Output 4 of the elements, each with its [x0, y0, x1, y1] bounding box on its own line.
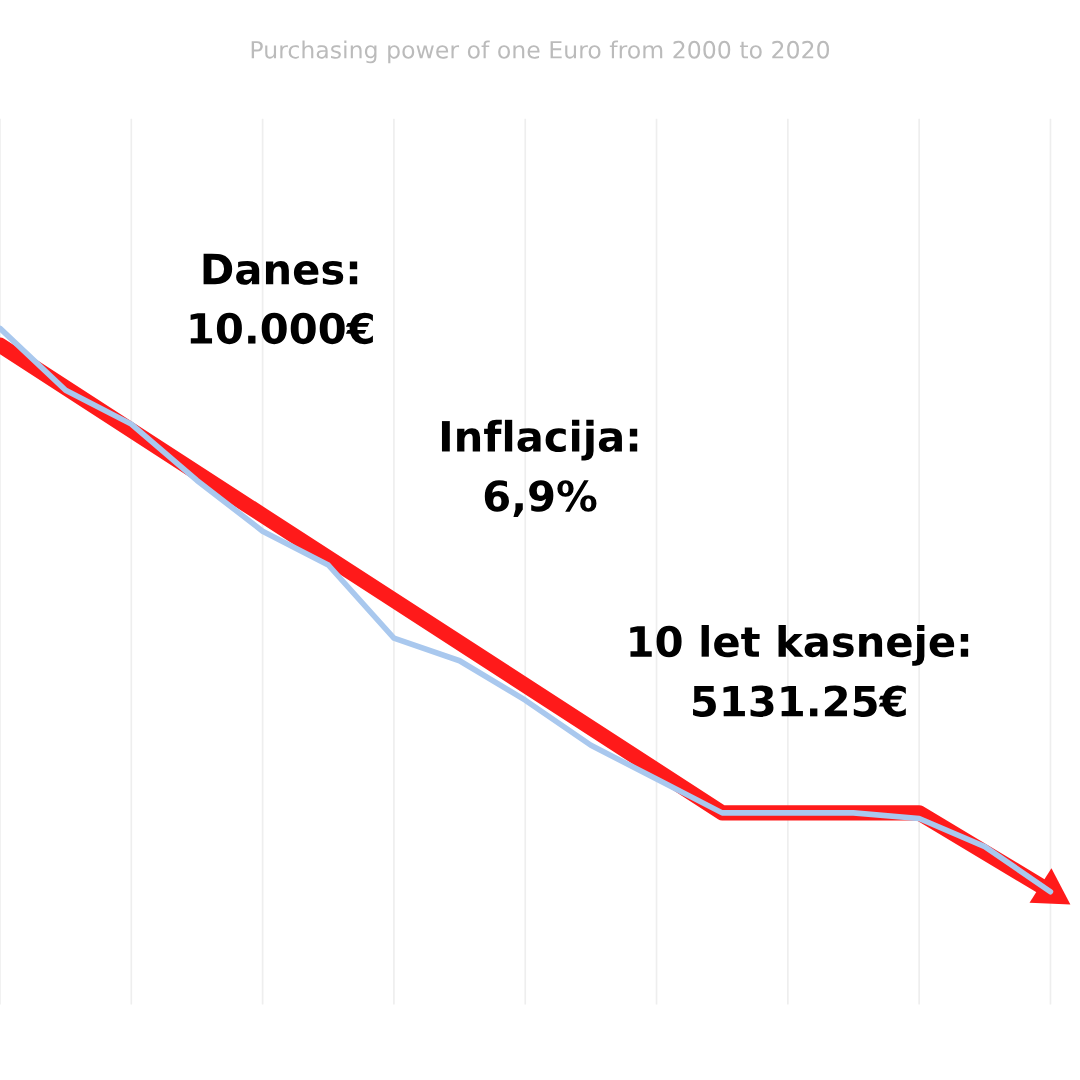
chart-title: Purchasing power of one Euro from 2000 to 2020 [251, 40, 830, 64]
annotation: Danes: 10.000€ [190, 253, 373, 345]
annotation: Inflacija: 6,9% [441, 419, 638, 518]
annotation: 10 let kasneje: 5131.25€ [630, 625, 969, 717]
